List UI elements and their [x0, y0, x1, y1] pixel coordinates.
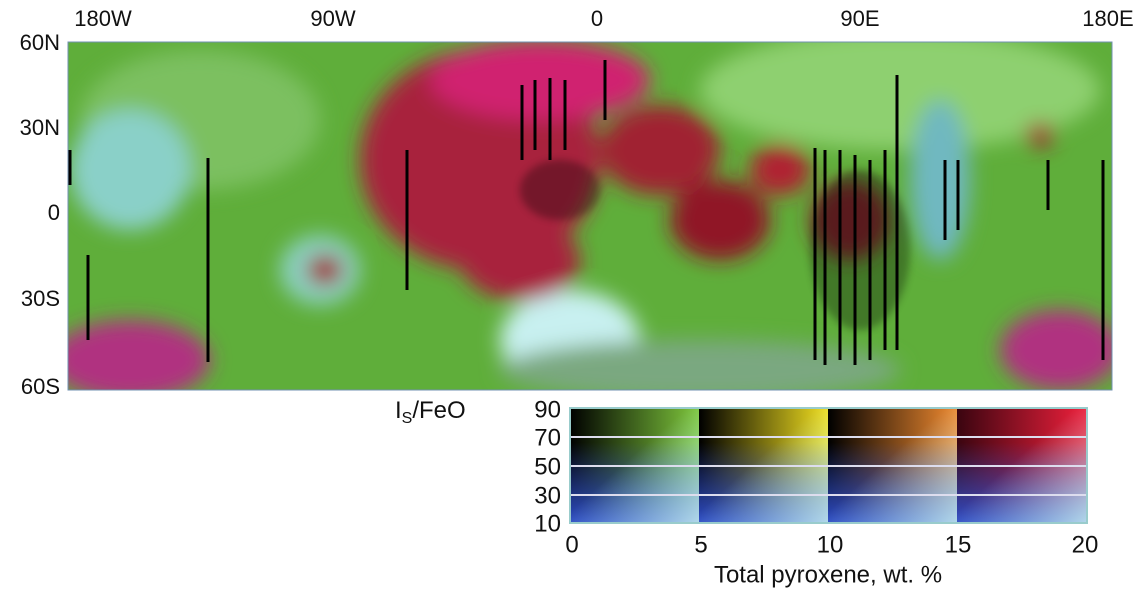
longitude-label: 90E: [840, 6, 879, 31]
legend-color-grid: [569, 407, 1088, 524]
latitude-label: 30N: [20, 115, 60, 140]
legend-x-title: Total pyroxene, wt. %: [714, 561, 942, 588]
latitude-label: 60N: [20, 30, 60, 55]
legend-y-label: 90: [534, 396, 561, 423]
longitude-label: 180E: [1082, 6, 1133, 31]
legend-x-label: 0: [565, 531, 578, 558]
latitude-label: 30S: [21, 286, 60, 311]
legend-x-label: 5: [694, 531, 707, 558]
map-image: [68, 42, 1112, 390]
latitude-label: 60S: [21, 374, 60, 399]
longitude-label: 180W: [74, 6, 132, 31]
legend-y-label: 50: [534, 453, 561, 480]
legend-y-label: 30: [534, 482, 561, 509]
longitude-label: 0: [591, 6, 603, 31]
latitude-label: 0: [48, 200, 60, 225]
legend-title-sub: S: [402, 410, 413, 427]
legend-x-label: 20: [1072, 531, 1099, 558]
legend-x-label: 10: [817, 531, 844, 558]
legend-title-rest: /FeO: [412, 397, 465, 424]
longitude-label: 90W: [310, 6, 355, 31]
legend-y-label: 70: [534, 424, 561, 451]
legend-title: IS/FeO: [395, 397, 466, 427]
legend-title-main: I: [395, 397, 402, 424]
legend-y-label: 10: [534, 510, 561, 537]
legend-x-label: 15: [945, 531, 972, 558]
